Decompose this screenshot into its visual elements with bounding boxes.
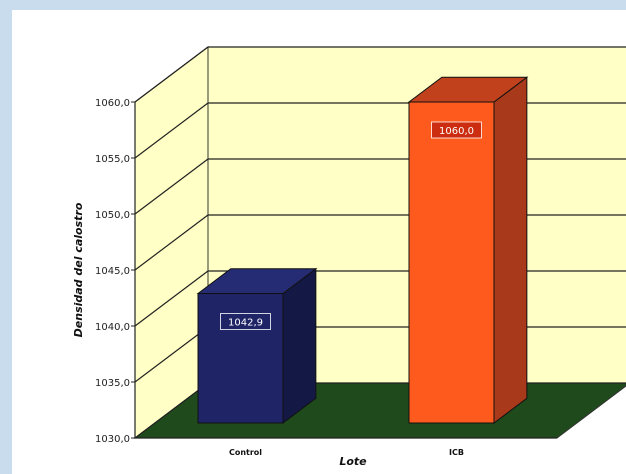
bar-chart: 1042,9 1060,0 1030,0 1035,0 1040,0 1045,0 105…	[72, 45, 626, 468]
chart-frame: 1042,9 1060,0 1030,0 1035,0 1040,0 1045,0 105…	[12, 10, 626, 474]
y-tick-label: 1060,0	[95, 98, 130, 109]
bar: 1060,0	[407, 76, 529, 425]
y-tick-label: 1035,0	[95, 378, 130, 389]
y-tick-label: 1050,0	[95, 210, 130, 221]
y-tick-labels: 1030,0 1035,0 1040,0 1045,0 1050,0 1055,0 1060…	[95, 98, 130, 445]
y-tick-label: 1055,0	[95, 154, 130, 165]
bar-side	[493, 76, 528, 425]
bar-front	[197, 293, 284, 424]
x-tick-label: Control	[229, 448, 262, 457]
data-label: 1042,9	[228, 318, 263, 329]
y-tick-label: 1045,0	[95, 266, 130, 277]
data-label-box	[431, 121, 482, 139]
bars: 1042,9 1060,0	[196, 76, 529, 425]
data-label-box	[220, 313, 271, 330]
y-axis-title: Densidad del calostro	[72, 202, 85, 337]
x-axis-title: Lote	[339, 455, 367, 468]
bar-front	[408, 101, 495, 424]
x-tick-labels: Control ICB	[229, 448, 464, 457]
y-tick-label: 1030,0	[95, 434, 130, 445]
gridline	[134, 46, 626, 103]
bar-side	[282, 267, 317, 425]
bar: 1042,9	[196, 267, 318, 425]
data-label: 1060,0	[439, 126, 474, 137]
y-tick-label: 1040,0	[95, 322, 130, 333]
x-tick-label: ICB	[449, 448, 464, 457]
